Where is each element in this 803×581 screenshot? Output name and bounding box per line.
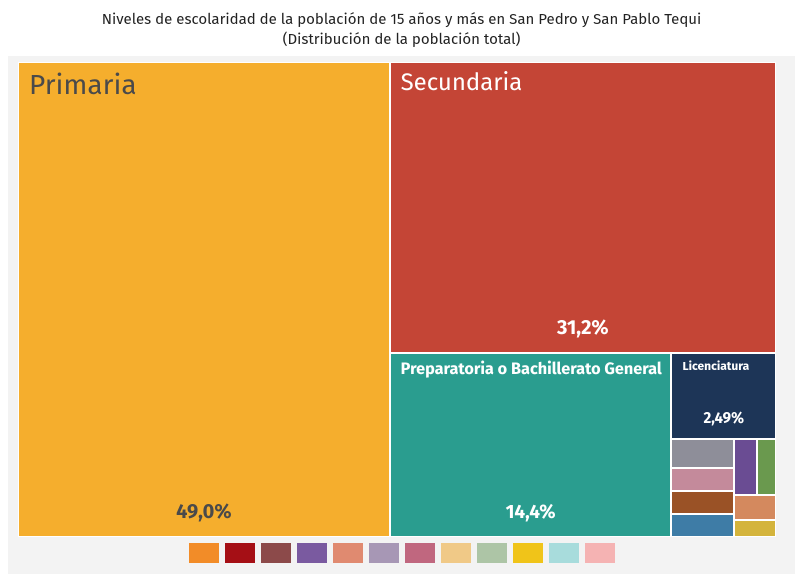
legend-swatch xyxy=(188,543,219,563)
legend-swatch xyxy=(512,543,543,563)
tile xyxy=(671,438,734,468)
tile-label: Preparatoria o Bachillerato General xyxy=(400,359,662,379)
legend-swatch xyxy=(584,543,615,563)
value-label: 2,49% xyxy=(703,409,744,428)
tile xyxy=(733,438,758,496)
legend-swatch xyxy=(260,543,291,563)
tile-label: Secundaria xyxy=(400,69,523,97)
treemap: Primaria 49,0% Secundaria 31,2% Preparatoria… xyxy=(18,62,776,537)
tile xyxy=(671,514,734,537)
legend-swatch xyxy=(332,543,363,563)
tile-label: Primaria xyxy=(29,69,137,102)
tile: Secundaria 31,2% xyxy=(389,62,776,353)
tile xyxy=(757,438,776,496)
legend-swatch xyxy=(368,543,399,563)
tile xyxy=(671,491,734,515)
tile: Licenciatura 2,49% xyxy=(671,352,776,439)
legend-swatch xyxy=(548,543,579,563)
legend-swatch xyxy=(440,543,471,563)
tile: Primaria 49,0% xyxy=(18,62,390,537)
legend-swatch xyxy=(296,543,327,563)
legend xyxy=(0,543,803,565)
tile xyxy=(733,519,776,537)
tile-label: Licenciatura xyxy=(682,359,750,374)
tile xyxy=(733,495,776,520)
value-label: 31,2% xyxy=(557,315,609,340)
value-label: 49,0% xyxy=(176,500,232,524)
chart-subtitle: (Distribución de la población total) xyxy=(282,30,521,48)
tile xyxy=(671,467,734,492)
tile: Preparatoria o Bachillerato General 14,4% xyxy=(389,352,672,537)
value-label: 14,4% xyxy=(505,500,556,524)
legend-swatch xyxy=(476,543,507,563)
legend-swatch xyxy=(404,543,435,563)
legend-swatch xyxy=(224,543,255,563)
chart-title: Niveles de escolaridad de la población d… xyxy=(101,10,702,28)
